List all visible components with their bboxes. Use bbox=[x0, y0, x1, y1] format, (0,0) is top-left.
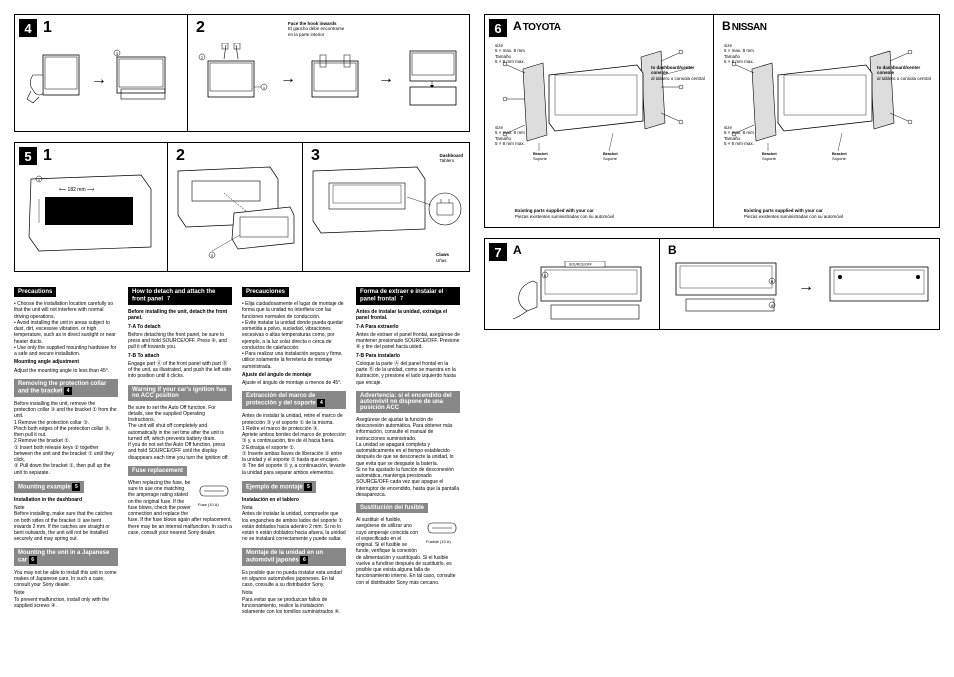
svg-text:1: 1 bbox=[38, 177, 41, 182]
illus-dashboard-opening: ⟵ 182 mm ⟶ 1 bbox=[21, 169, 161, 259]
section-6a: A TOYOTA bbox=[513, 19, 560, 33]
panel-4: 4 1 → 3 bbox=[14, 14, 470, 132]
illus-attach-panel-2 bbox=[824, 257, 934, 317]
hdr-warning: Warning if your car's ignition has no AC… bbox=[128, 385, 232, 401]
step-1-label: 1 bbox=[43, 147, 52, 165]
detach-pre: Before installing the unit, detach the f… bbox=[128, 309, 232, 322]
hdr-mounting: Mounting example 5 bbox=[14, 481, 84, 493]
illus-keys-insert: 2 1 bbox=[196, 43, 274, 115]
dim-label: ⟵ 182 mm ⟶ bbox=[59, 187, 94, 193]
japanese-body: You may not be able to install this unit… bbox=[14, 570, 118, 589]
claws-label: Claws Uñas bbox=[436, 252, 449, 263]
fuse-illustration-es: Fusible (10 A) bbox=[424, 517, 460, 547]
badge-6: 6 bbox=[489, 19, 507, 37]
hdr-detach: How to detach and attach the front panel… bbox=[128, 287, 232, 305]
svg-text:2: 2 bbox=[201, 55, 204, 60]
arrow-icon: → bbox=[378, 70, 394, 88]
page: 4 1 → 3 bbox=[0, 0, 954, 631]
right-half: 6 A TOYOTA size 5 × max. 8 mm Tamaño 5 ×… bbox=[484, 14, 940, 617]
illus-insert-unit: 3 bbox=[174, 165, 298, 265]
console-label-a: to dashboard/center console al tablero o… bbox=[651, 65, 707, 81]
japanese-note: Note To prevent malfunction, install onl… bbox=[14, 590, 118, 609]
col-es-2: Forma de extraer e instalar el panel fro… bbox=[356, 284, 460, 617]
supplied-a: Existing parts supplied with your car Pi… bbox=[515, 208, 614, 219]
illus-removal-hand bbox=[25, 45, 87, 115]
arrow-icon: → bbox=[280, 70, 296, 88]
step-1-label: 1 bbox=[43, 19, 52, 37]
svg-text:6: 6 bbox=[544, 273, 547, 278]
left-half: 4 1 → 3 bbox=[14, 14, 470, 617]
fuse-illustration: Fuse (10 A) bbox=[196, 480, 232, 510]
text-columns-english: Precautions • Choose the installation lo… bbox=[14, 284, 470, 617]
detach-b-h: 7-B To attach bbox=[128, 353, 232, 359]
removing-body: Before installing the unit, remove the p… bbox=[14, 401, 118, 476]
mounting-body: Installation in the dashboard bbox=[14, 497, 118, 503]
svg-text:Soporte: Soporte bbox=[603, 156, 618, 161]
svg-text:3: 3 bbox=[211, 253, 214, 258]
illus-detach-panel: SOURCE/OFF 6 bbox=[493, 261, 653, 325]
col-en-2: How to detach and attach the front panel… bbox=[128, 284, 232, 617]
console-label-b: to dashboard/center console al tablero o… bbox=[877, 65, 933, 81]
illus-attach-panel-1: B A bbox=[668, 257, 788, 317]
mounting-note: Note Before installing, make sure that t… bbox=[14, 505, 118, 543]
step-2-label: 2 bbox=[176, 147, 185, 165]
svg-text:A: A bbox=[771, 303, 774, 308]
svg-text:Fusible (10 A): Fusible (10 A) bbox=[426, 539, 451, 544]
col-en-1: Precautions • Choose the installation lo… bbox=[14, 284, 118, 617]
svg-text:Soporte: Soporte bbox=[832, 156, 847, 161]
illus-collar-removed: 3 bbox=[111, 45, 173, 115]
illus-bracket-separate bbox=[400, 43, 470, 115]
svg-text:1: 1 bbox=[263, 85, 266, 90]
supplied-b: Existing parts supplied with your car Pi… bbox=[744, 208, 843, 219]
panel-6: 6 A TOYOTA size 5 × max. 8 mm Tamaño 5 ×… bbox=[484, 14, 940, 228]
col-es-1: Precauciones • Elija cuidadosamente el l… bbox=[242, 284, 346, 617]
svg-text:B: B bbox=[771, 279, 774, 284]
svg-text:Soporte: Soporte bbox=[533, 156, 548, 161]
svg-text:Fuse (10 A): Fuse (10 A) bbox=[198, 502, 219, 507]
panel-5: 5 1 ⟵ 182 mm ⟶ 1 2 bbox=[14, 142, 470, 272]
badge-4: 4 bbox=[19, 19, 37, 37]
illus-keys-inserted bbox=[302, 43, 372, 115]
arrow-icon: → bbox=[91, 71, 107, 89]
svg-text:Soporte: Soporte bbox=[762, 156, 777, 161]
badge-7: 7 bbox=[489, 243, 507, 261]
panel-7: 7 A SOURCE/OFF 6 B bbox=[484, 238, 940, 330]
svg-text:SOURCE/OFF: SOURCE/OFF bbox=[569, 263, 592, 267]
detach-a: Before detaching the front panel, be sur… bbox=[128, 332, 232, 351]
detach-b: Engage part Ⓐ of the front panel with pa… bbox=[128, 361, 232, 380]
hdr-removing: Removing the protection collar and the b… bbox=[14, 379, 118, 397]
hdr-japanese: Mounting the unit in a Japanese car 6 bbox=[14, 548, 118, 566]
angle-body: Adjust the mounting angle to less than 4… bbox=[14, 368, 118, 374]
section-7b: B bbox=[668, 243, 676, 257]
section-7a: A bbox=[513, 243, 521, 257]
badge-5: 5 bbox=[19, 147, 37, 165]
svg-text:3: 3 bbox=[116, 51, 119, 56]
warning-body: Be sure to set the Auto Off function. Fo… bbox=[128, 405, 232, 461]
hdr-precautions-es: Precauciones bbox=[242, 287, 289, 297]
precautions-body: • Choose the installation location caref… bbox=[14, 301, 118, 357]
hdr-precautions: Precautions bbox=[14, 287, 56, 297]
hdr-fuse: Fuse replacement bbox=[128, 466, 187, 476]
step-2-label: 2 bbox=[196, 19, 205, 37]
arrow-icon: → bbox=[798, 278, 814, 296]
hook-note: Face the hook inwards El gancho debe enc… bbox=[288, 21, 348, 37]
section-6b: B NISSAN bbox=[722, 19, 767, 33]
angle-h: Mounting angle adjustment bbox=[14, 359, 118, 365]
detach-a-h: 7-A To detach bbox=[128, 324, 232, 330]
illus-claws-bend bbox=[307, 163, 465, 263]
